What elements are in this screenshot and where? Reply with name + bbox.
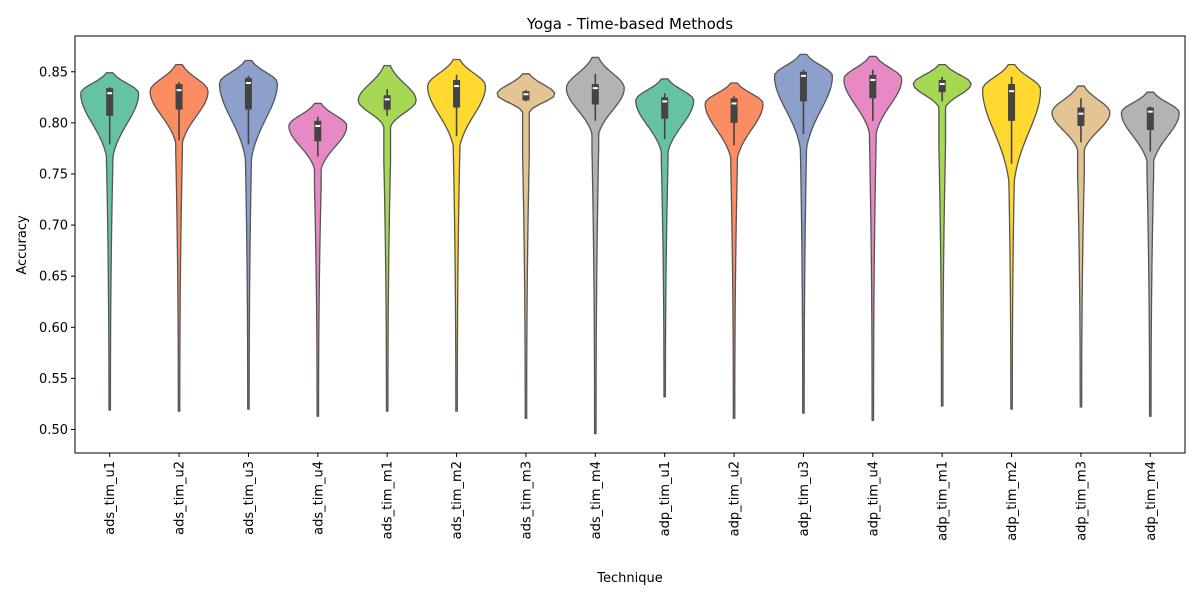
- y-tick-label: 0.80: [39, 116, 68, 131]
- x-tick-label: ads_tim_u3: [242, 461, 257, 535]
- x-tick-label: ads_tim_m3: [519, 461, 534, 539]
- violin-box: [869, 74, 877, 99]
- violin-adp_tim_u1: [635, 78, 695, 398]
- violin-adp_tim_m4: [1120, 91, 1180, 417]
- violin-body: [1120, 91, 1180, 417]
- violin-box: [106, 88, 114, 116]
- x-tick-label: adp_tim_u4: [866, 461, 881, 536]
- y-axis-label: Accuracy: [15, 215, 30, 275]
- violin-ads_tim_u2: [149, 63, 209, 412]
- y-axis: 0.50 0.55 0.60 0.65 0.70 0.75 0.80 0.85: [39, 65, 75, 438]
- violin-box: [383, 95, 391, 110]
- plot-area: [80, 53, 1180, 435]
- violin-box: [314, 120, 322, 142]
- violin-adp_tim_m1: [912, 63, 972, 407]
- violin-box: [175, 84, 183, 110]
- violin-ads_tim_u3: [218, 59, 279, 410]
- x-tick-label: adp_tim_m3: [1074, 461, 1089, 541]
- x-tick-label: adp_tim_u1: [658, 461, 673, 536]
- violin-body: [149, 63, 209, 412]
- violin-box: [244, 77, 252, 110]
- y-tick-label: 0.70: [39, 219, 68, 234]
- violin-box: [799, 71, 807, 102]
- x-tick-label: adp_tim_m4: [1144, 461, 1159, 541]
- violin-body: [773, 53, 834, 414]
- violin-ads_tim_m2: [426, 58, 487, 412]
- violin-adp_tim_u4: [843, 55, 903, 421]
- y-tick-label: 0.55: [39, 372, 68, 387]
- violin-box: [1077, 107, 1085, 126]
- violin-body: [218, 59, 279, 410]
- violin-box: [591, 84, 599, 105]
- x-tick-label: adp_tim_m2: [1005, 461, 1020, 541]
- violin-adp_tim_m2: [981, 63, 1042, 410]
- violin-adp_tim_m3: [1051, 85, 1111, 408]
- y-tick-label: 0.75: [39, 167, 68, 182]
- x-tick-label: adp_tim_u3: [797, 461, 812, 536]
- violin-body: [426, 58, 487, 412]
- plot-frame: [74, 35, 1186, 454]
- x-tick-label: adp_tim_m1: [936, 461, 951, 541]
- x-tick-label: ads_tim_m4: [589, 461, 604, 539]
- violin-box: [938, 79, 946, 93]
- x-tick-label: ads_tim_u2: [173, 461, 188, 535]
- x-tick-label: ads_tim_u1: [103, 461, 118, 535]
- violin-body: [843, 55, 903, 421]
- y-tick-label: 0.60: [39, 321, 68, 336]
- x-tick-label: ads_tim_m1: [381, 461, 396, 539]
- violin-body: [635, 78, 695, 398]
- violin-ads_tim_u1: [80, 72, 140, 411]
- violin-body: [981, 63, 1042, 410]
- x-axis-label: Technique: [596, 571, 662, 586]
- violin-ads_tim_m1: [357, 64, 417, 412]
- violin-box: [522, 91, 530, 101]
- violin-adp_tim_u3: [773, 53, 834, 414]
- violin-box: [1008, 84, 1016, 121]
- violin-box: [730, 98, 738, 123]
- y-tick-label: 0.65: [39, 270, 68, 285]
- violin-body: [912, 63, 972, 407]
- chart-title: Yoga - Time-based Methods: [526, 15, 733, 33]
- y-tick-label: 0.50: [39, 423, 68, 438]
- x-tick-label: adp_tim_u2: [728, 461, 743, 536]
- x-axis: ads_tim_u1 ads_tim_u2 ads_tim_u3 ads_tim_u4…: [103, 453, 1159, 541]
- violin-body: [288, 102, 348, 417]
- violin-box: [1146, 107, 1154, 131]
- violin-box: [453, 79, 461, 108]
- violin-ads_tim_m3: [496, 73, 556, 419]
- y-tick-label: 0.85: [39, 65, 68, 80]
- x-tick-label: ads_tim_m2: [450, 461, 465, 539]
- violin-body: [565, 56, 625, 435]
- violin-body: [496, 73, 556, 419]
- violin-box: [661, 97, 669, 119]
- violin-adp_tim_u2: [704, 82, 764, 419]
- violin-body: [80, 72, 140, 411]
- violin-body: [1051, 85, 1111, 408]
- violin-body: [357, 64, 417, 412]
- violin-ads_tim_u4: [288, 102, 348, 417]
- violin-body: [704, 82, 764, 419]
- x-tick-label: ads_tim_u4: [311, 461, 326, 535]
- violin-ads_tim_m4: [565, 56, 625, 435]
